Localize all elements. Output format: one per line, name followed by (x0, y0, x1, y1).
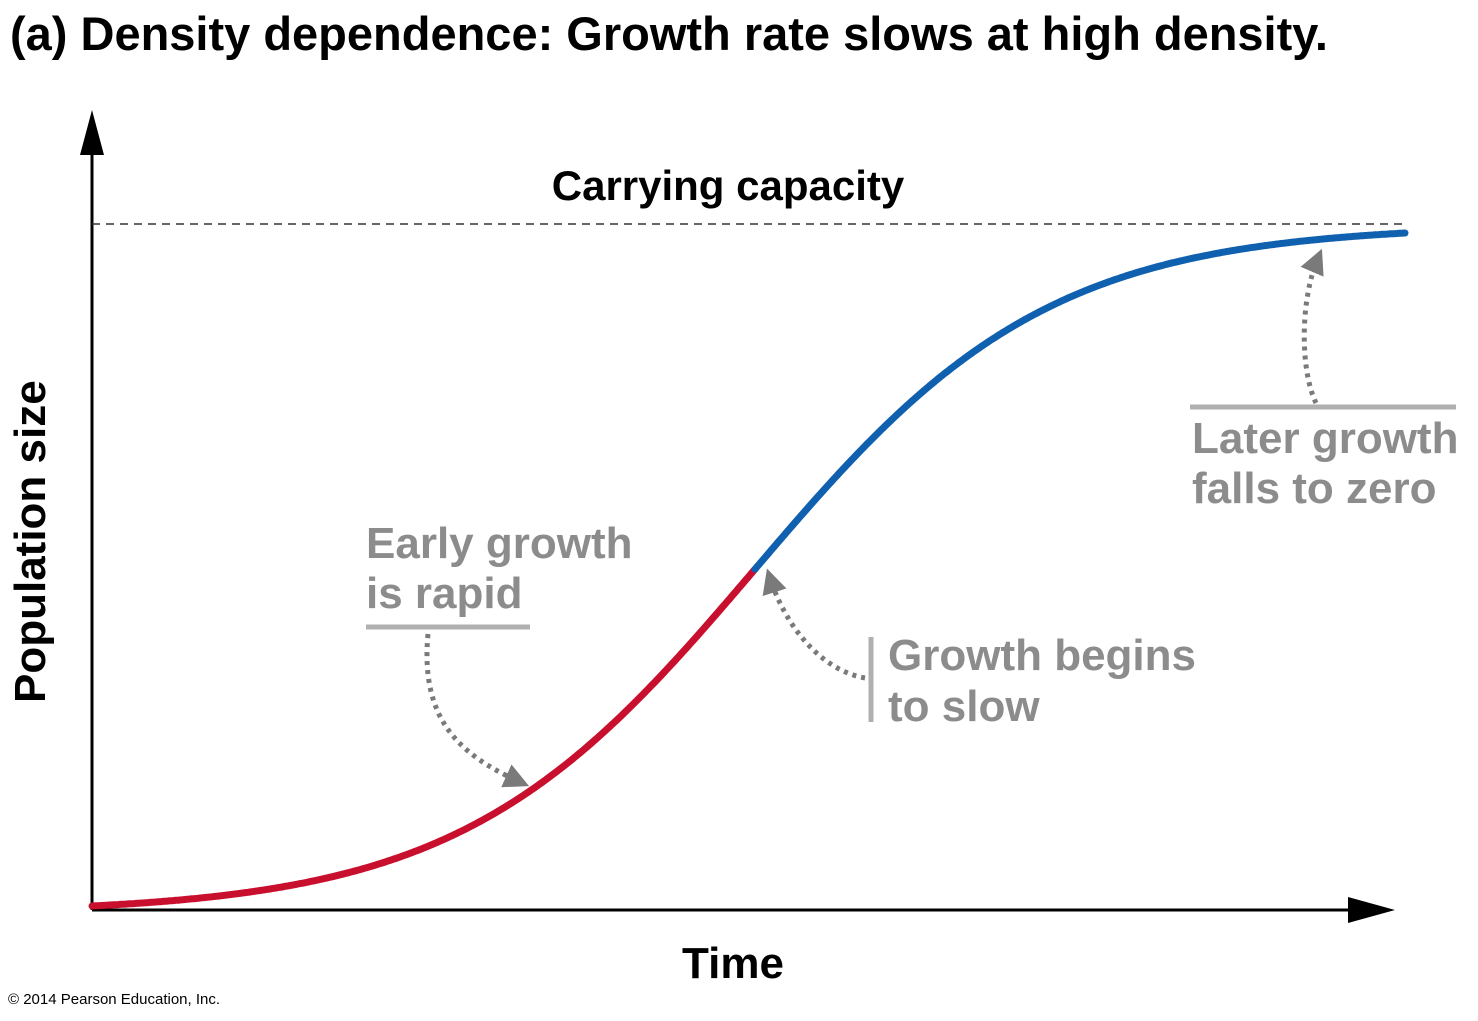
carrying-capacity-label: Carrying capacity (552, 162, 905, 209)
later-growth-pointer-arrow (1300, 248, 1324, 405)
later-growth-annotation: Later growth falls to zero (1190, 248, 1458, 513)
figure-title: (a) Density dependence: Growth rate slow… (10, 7, 1328, 60)
copyright-notice: © 2014 Pearson Education, Inc. (8, 991, 220, 1008)
later-growth-note-line1: Later growth (1192, 414, 1458, 463)
later-growth-note-line2: falls to zero (1192, 464, 1437, 513)
late-growth-curve (751, 229, 1409, 573)
early-growth-pointer-arrow (424, 633, 530, 788)
early-growth-annotation: Early growth is rapid (366, 519, 633, 788)
axes (80, 110, 1395, 923)
x-axis-arrowhead (1348, 897, 1395, 923)
y-axis-arrowhead (80, 110, 104, 155)
slowing-growth-note-line2: to slow (888, 682, 1040, 731)
y-axis-label: Population size (6, 380, 55, 703)
early-growth-curve (88, 565, 759, 910)
early-growth-note-line2: is rapid (366, 569, 523, 618)
slowing-growth-annotation: Growth begins to slow (762, 568, 1196, 731)
early-growth-note-line1: Early growth (366, 519, 633, 568)
slowing-growth-pointer-arrow (762, 568, 866, 681)
x-axis-label: Time (682, 939, 784, 988)
slowing-growth-note-line1: Growth begins (888, 631, 1196, 680)
